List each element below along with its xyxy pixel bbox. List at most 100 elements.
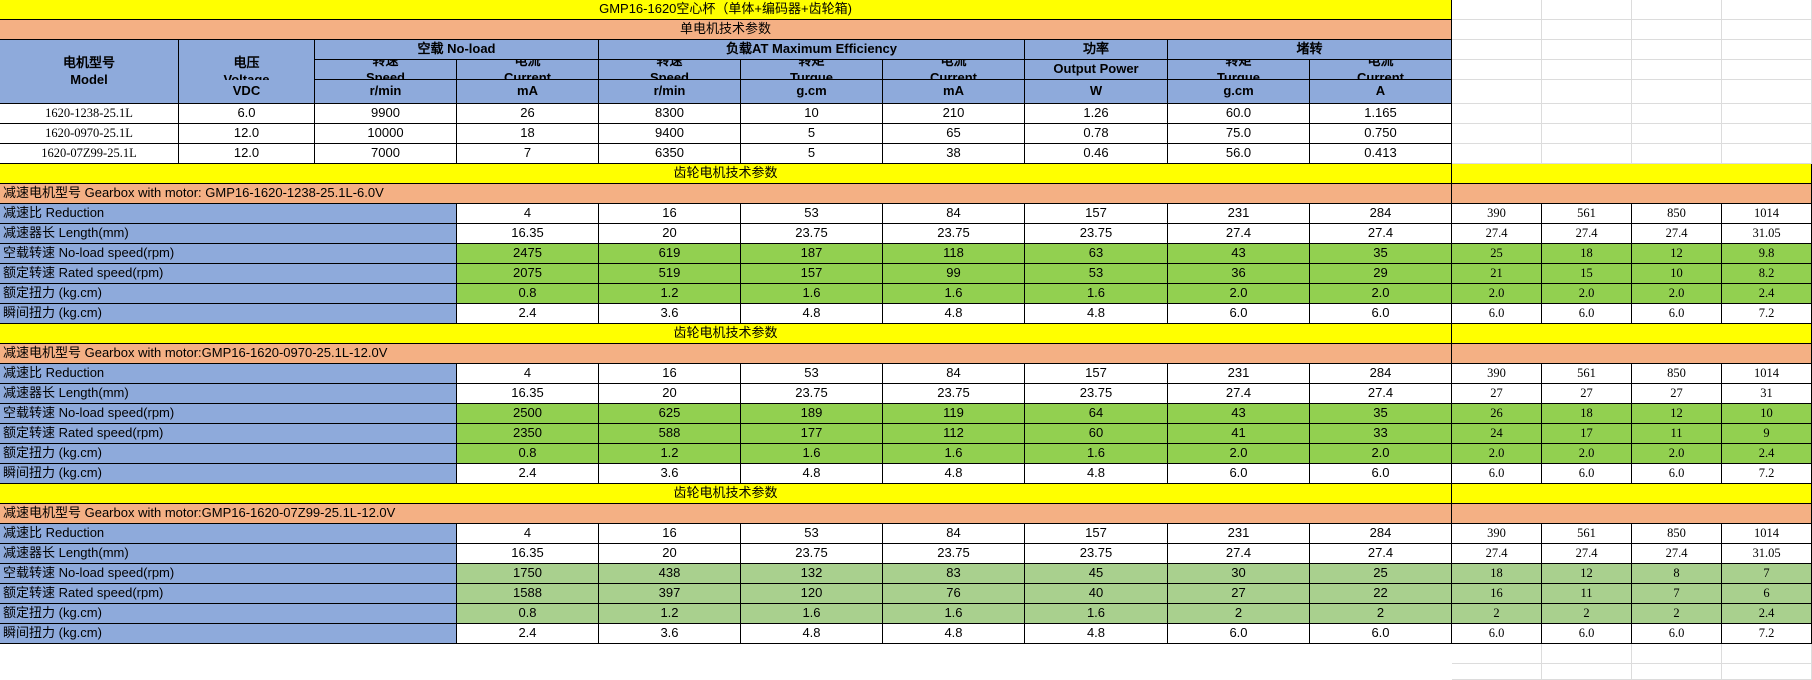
sheet-title[interactable]: GMP16-1620空心杯（单体+编码器+齿轮箱) <box>0 0 1452 20</box>
header-power-group[interactable]: 功率 <box>1025 40 1168 60</box>
gear-extra-cell[interactable]: 1014 <box>1722 524 1812 544</box>
empty-grid-cell[interactable] <box>1722 664 1812 680</box>
gear-extra-cell[interactable]: 31.05 <box>1722 224 1812 244</box>
gear-extra-cell[interactable]: 390 <box>1452 204 1542 224</box>
motor-data-cell[interactable]: 9900 <box>315 104 457 124</box>
gear-value-cell[interactable]: 2350 <box>457 424 599 444</box>
gear-value-cell[interactable]: 84 <box>883 364 1025 384</box>
gear-value-cell[interactable]: 2.0 <box>1310 284 1452 304</box>
gear-value-cell[interactable]: 189 <box>741 404 883 424</box>
gear-value-cell[interactable]: 3.6 <box>599 464 741 484</box>
gear-row-label[interactable]: 额定转速 Rated speed(rpm) <box>0 584 457 604</box>
empty-grid-cell[interactable] <box>1452 20 1542 40</box>
gear-value-cell[interactable]: 120 <box>741 584 883 604</box>
motor-data-cell[interactable]: 210 <box>883 104 1025 124</box>
motor-data-cell[interactable]: 6350 <box>599 144 741 164</box>
motor-data-cell[interactable]: 7 <box>457 144 599 164</box>
gear-value-cell[interactable]: 53 <box>741 204 883 224</box>
gear-value-cell[interactable]: 157 <box>1025 364 1168 384</box>
empty-grid-cell[interactable] <box>1542 60 1632 80</box>
motor-data-cell[interactable]: 10000 <box>315 124 457 144</box>
gear-value-cell[interactable]: 16.35 <box>457 384 599 404</box>
header-torque[interactable]: 转矩 Turque <box>741 60 883 80</box>
gear-value-cell[interactable]: 23.75 <box>883 544 1025 564</box>
gear-extra-cell[interactable]: 6.0 <box>1542 464 1632 484</box>
gear-value-cell[interactable]: 1.2 <box>599 604 741 624</box>
gear-value-cell[interactable]: 27.4 <box>1168 224 1310 244</box>
empty-grid-cell[interactable] <box>1542 124 1632 144</box>
gear-value-cell[interactable]: 0.8 <box>457 604 599 624</box>
gear-value-cell[interactable]: 231 <box>1168 204 1310 224</box>
gear-row-label[interactable]: 额定转速 Rated speed(rpm) <box>0 264 457 284</box>
empty-grid-cell[interactable] <box>1632 40 1722 60</box>
header-unit[interactable]: g.cm <box>1168 80 1310 104</box>
gear-extra-cell[interactable]: 8.2 <box>1722 264 1812 284</box>
gear-row-label[interactable]: 减速器长 Length(mm) <box>0 544 457 564</box>
motor-data-cell[interactable]: 65 <box>883 124 1025 144</box>
gear-extra-cell[interactable]: 24 <box>1452 424 1542 444</box>
gear-extra-cell[interactable]: 8 <box>1632 564 1722 584</box>
empty-grid-cell[interactable] <box>1632 0 1722 20</box>
gear-value-cell[interactable]: 16.35 <box>457 544 599 564</box>
gear-extra-cell[interactable]: 17 <box>1542 424 1632 444</box>
gear-value-cell[interactable]: 2475 <box>457 244 599 264</box>
gear-value-cell[interactable]: 16.35 <box>457 224 599 244</box>
gear-value-cell[interactable]: 20 <box>599 224 741 244</box>
gear-extra-cell[interactable]: 10 <box>1722 404 1812 424</box>
gear-extra-cell[interactable]: 390 <box>1452 364 1542 384</box>
gear-extra-cell[interactable]: 2.0 <box>1542 284 1632 304</box>
header-unit[interactable]: VDC <box>179 80 315 104</box>
gear-value-cell[interactable]: 231 <box>1168 524 1310 544</box>
gear-value-cell[interactable]: 84 <box>883 204 1025 224</box>
gear-value-cell[interactable]: 23.75 <box>883 384 1025 404</box>
gear-value-cell[interactable]: 76 <box>883 584 1025 604</box>
gear-value-cell[interactable]: 6.0 <box>1168 464 1310 484</box>
motor-data-cell[interactable]: 38 <box>883 144 1025 164</box>
gear-value-cell[interactable]: 112 <box>883 424 1025 444</box>
gear-extra-cell[interactable]: 11 <box>1542 584 1632 604</box>
gear-extra-cell[interactable]: 6.0 <box>1452 464 1542 484</box>
gear-extra-cell[interactable]: 11 <box>1632 424 1722 444</box>
gear-value-cell[interactable]: 6.0 <box>1168 624 1310 644</box>
empty-grid-cell[interactable] <box>1452 80 1542 104</box>
motor-data-cell[interactable]: 1.165 <box>1310 104 1452 124</box>
gear-extra-cell[interactable]: 12 <box>1632 244 1722 264</box>
motor-data-cell[interactable]: 8300 <box>599 104 741 124</box>
gear-extra-cell[interactable]: 18 <box>1542 404 1632 424</box>
gear-value-cell[interactable]: 60 <box>1025 424 1168 444</box>
gear-extra-cell[interactable]: 18 <box>1452 564 1542 584</box>
motor-data-cell[interactable]: 12.0 <box>179 144 315 164</box>
gear-extra-cell[interactable]: 6.0 <box>1452 304 1542 324</box>
gear-value-cell[interactable]: 2075 <box>457 264 599 284</box>
gear-value-cell[interactable]: 29 <box>1310 264 1452 284</box>
gear-value-cell[interactable]: 41 <box>1168 424 1310 444</box>
gear-extra-cell[interactable]: 561 <box>1542 204 1632 224</box>
gear-value-cell[interactable]: 23.75 <box>741 544 883 564</box>
header-speed[interactable]: 转速 Speed <box>315 60 457 80</box>
motor-data-cell[interactable]: 5 <box>741 124 883 144</box>
gear-extra-cell[interactable]: 31.05 <box>1722 544 1812 564</box>
gear-section-title[interactable]: 齿轮电机技术参数 <box>0 484 1452 504</box>
gear-value-cell[interactable]: 4.8 <box>1025 624 1168 644</box>
gear-extra-cell[interactable]: 2 <box>1542 604 1632 624</box>
gear-extra-cell[interactable]: 850 <box>1632 204 1722 224</box>
gear-extra-cell[interactable]: 21 <box>1452 264 1542 284</box>
gear-value-cell[interactable]: 1.6 <box>741 284 883 304</box>
header-unit[interactable]: g.cm <box>741 80 883 104</box>
empty-grid-cell[interactable] <box>1632 644 1722 664</box>
gear-value-cell[interactable]: 4.8 <box>883 464 1025 484</box>
gear-value-cell[interactable]: 519 <box>599 264 741 284</box>
motor-data-cell[interactable]: 5 <box>741 144 883 164</box>
gear-value-cell[interactable]: 0.8 <box>457 444 599 464</box>
motor-data-cell[interactable]: 9400 <box>599 124 741 144</box>
gear-section-subtitle[interactable]: 减速电机型号 Gearbox with motor:GMP16-1620-097… <box>0 344 1452 364</box>
gear-value-cell[interactable]: 2 <box>1310 604 1452 624</box>
gear-extra-cell[interactable]: 2.0 <box>1452 444 1542 464</box>
gear-extra-cell[interactable]: 12 <box>1542 564 1632 584</box>
gear-row-label[interactable]: 减速比 Reduction <box>0 524 457 544</box>
gear-extra-cell[interactable]: 7 <box>1632 584 1722 604</box>
gear-value-cell[interactable]: 1.6 <box>1025 444 1168 464</box>
gear-row-label[interactable]: 减速比 Reduction <box>0 204 457 224</box>
header-noload-group[interactable]: 空载 No-load <box>315 40 599 60</box>
motor-data-cell[interactable]: 0.78 <box>1025 124 1168 144</box>
